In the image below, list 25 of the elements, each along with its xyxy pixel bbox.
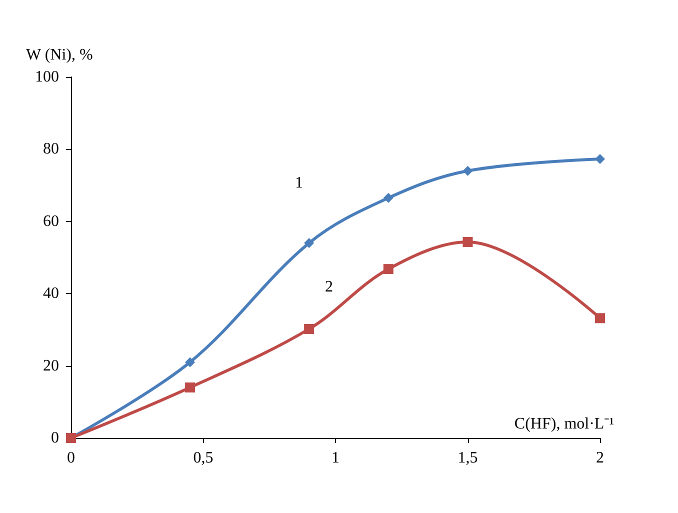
point (304, 324, 314, 334)
y-tick-label: 60 (43, 212, 59, 230)
y-tick-label: 0 (51, 430, 59, 446)
point (304, 238, 314, 248)
y-tick-label: 80 (43, 140, 59, 158)
y-axis-title: W (Ni), % (26, 46, 93, 64)
series-label: 2 (325, 278, 334, 296)
x-axis-title: C(HF), mol·L⁻¹ (514, 416, 614, 432)
point (383, 264, 394, 274)
y-tick-label: 40 (43, 285, 59, 302)
point (595, 313, 605, 324)
x-tick-label: 1 (332, 450, 340, 466)
x-tick-label: 2 (596, 450, 604, 466)
point (462, 166, 473, 176)
x-tick-label: 0,5 (193, 450, 214, 466)
y-tick-label: 20 (43, 357, 59, 374)
point (185, 382, 196, 392)
text: 1 (295, 174, 304, 192)
point (595, 154, 605, 164)
y-tick-label: 100 (35, 68, 59, 86)
point (383, 192, 394, 203)
point (462, 236, 473, 247)
point (185, 357, 196, 368)
x-tick-label: 0 (67, 450, 75, 466)
x-tick-label: 1,5 (458, 450, 478, 466)
